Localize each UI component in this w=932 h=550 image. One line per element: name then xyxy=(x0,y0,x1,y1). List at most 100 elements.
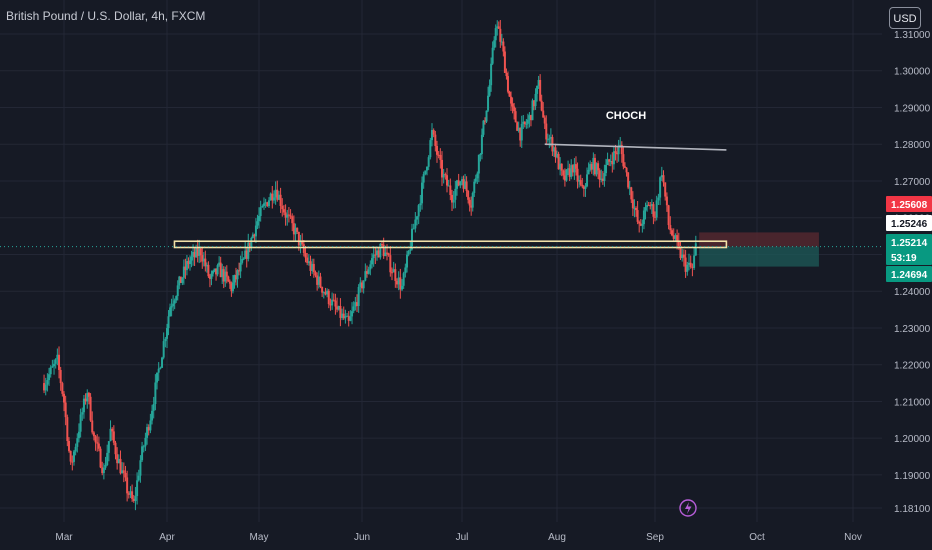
candle-body xyxy=(64,402,67,418)
candle-body xyxy=(322,292,325,294)
candle-body xyxy=(563,175,566,181)
candle-body xyxy=(568,168,571,177)
price-badge-value: 1.25246 xyxy=(891,219,928,230)
candle-body xyxy=(382,244,385,257)
candle-body xyxy=(69,450,72,462)
candle-body xyxy=(132,498,135,502)
take-profit-zone xyxy=(699,246,819,267)
lightning-icon[interactable] xyxy=(679,499,697,517)
candle-body xyxy=(606,159,609,166)
candle-body xyxy=(141,446,144,461)
candle-body xyxy=(571,165,574,173)
candle-body xyxy=(175,296,178,301)
price-tick-label: 1.27000 xyxy=(894,177,931,188)
price-badge-bg xyxy=(886,215,932,231)
candle-body xyxy=(559,163,562,170)
candle-body xyxy=(664,182,667,197)
candle-body xyxy=(654,216,656,218)
candle-body xyxy=(394,269,397,281)
time-tick-label: Apr xyxy=(159,532,175,543)
candle-body xyxy=(97,443,100,449)
candle-body xyxy=(579,180,582,185)
candle-body xyxy=(600,178,603,180)
candle-body xyxy=(46,380,49,385)
candle-body xyxy=(142,446,145,448)
candle-body xyxy=(519,127,522,141)
candle-body xyxy=(487,95,490,111)
candle-body xyxy=(399,277,402,290)
candle-body xyxy=(542,110,545,118)
candle-body xyxy=(457,180,460,186)
candle-body xyxy=(419,203,422,206)
candle-body xyxy=(474,178,477,182)
candle-body xyxy=(543,117,546,124)
candle-body xyxy=(620,144,623,155)
candle-body xyxy=(166,328,168,339)
candle-body xyxy=(262,203,265,206)
candle-body xyxy=(473,181,476,193)
candle-body xyxy=(286,214,289,218)
candle-body xyxy=(224,271,227,282)
candle-body xyxy=(185,261,188,271)
candle-body xyxy=(253,234,256,237)
candle-body xyxy=(590,164,593,170)
candle-body xyxy=(491,47,494,64)
candle-body xyxy=(682,254,685,258)
candle-body xyxy=(525,123,528,125)
candle-body xyxy=(439,154,442,160)
stop-loss-zone xyxy=(699,232,819,247)
candle-body xyxy=(454,188,457,200)
candle-body xyxy=(208,276,211,279)
candle-body xyxy=(517,127,520,131)
candle-body xyxy=(89,396,92,421)
candle-body xyxy=(502,41,505,52)
candle-body xyxy=(688,262,690,265)
candle-body xyxy=(552,147,555,152)
candle-body xyxy=(302,244,305,253)
candle-body xyxy=(497,26,500,29)
candle-body xyxy=(101,467,104,474)
candle-body xyxy=(164,338,167,342)
candle-body xyxy=(74,446,77,452)
candle-body xyxy=(178,276,181,286)
candle-body xyxy=(181,277,184,283)
candle-body xyxy=(58,354,61,370)
candle-body xyxy=(261,205,264,208)
candle-body xyxy=(650,204,653,206)
symbol-title[interactable]: British Pound / U.S. Dollar, 4h, FXCM xyxy=(6,9,206,23)
candle-body xyxy=(665,196,668,206)
candle-body xyxy=(156,372,159,383)
currency-button[interactable]: USD xyxy=(889,7,921,29)
candle-body xyxy=(96,442,99,444)
price-badge: 1.24694 xyxy=(886,266,932,282)
candle-body xyxy=(573,164,576,173)
candle-body xyxy=(289,215,292,217)
candle-body xyxy=(627,172,630,188)
candle-body xyxy=(539,79,542,101)
time-tick-label: Jul xyxy=(456,532,469,543)
candle-body xyxy=(311,263,314,271)
candle-body xyxy=(556,153,558,158)
candle-body xyxy=(422,174,425,183)
candle-body xyxy=(369,264,372,270)
candle-body xyxy=(94,436,97,443)
candle-body xyxy=(146,427,149,438)
candle-body xyxy=(560,163,563,171)
candle-body xyxy=(119,458,122,474)
candle-body xyxy=(187,261,190,265)
candle-body xyxy=(444,174,447,176)
price-tick-label: 1.23000 xyxy=(894,324,931,335)
candle-body xyxy=(633,207,636,209)
candle-body xyxy=(601,178,604,181)
candle-body xyxy=(341,313,344,318)
candle-body xyxy=(667,205,670,226)
time-tick-label: Jun xyxy=(354,532,370,543)
candle-body xyxy=(397,277,400,285)
candle-body xyxy=(99,448,102,468)
time-axis[interactable]: Mar Apr May Jun Jul Aug Sep Oct Nov xyxy=(55,532,862,543)
candle-body xyxy=(646,204,649,208)
candle-body xyxy=(431,130,433,141)
candle-body xyxy=(117,458,120,464)
candle-body xyxy=(218,262,221,266)
